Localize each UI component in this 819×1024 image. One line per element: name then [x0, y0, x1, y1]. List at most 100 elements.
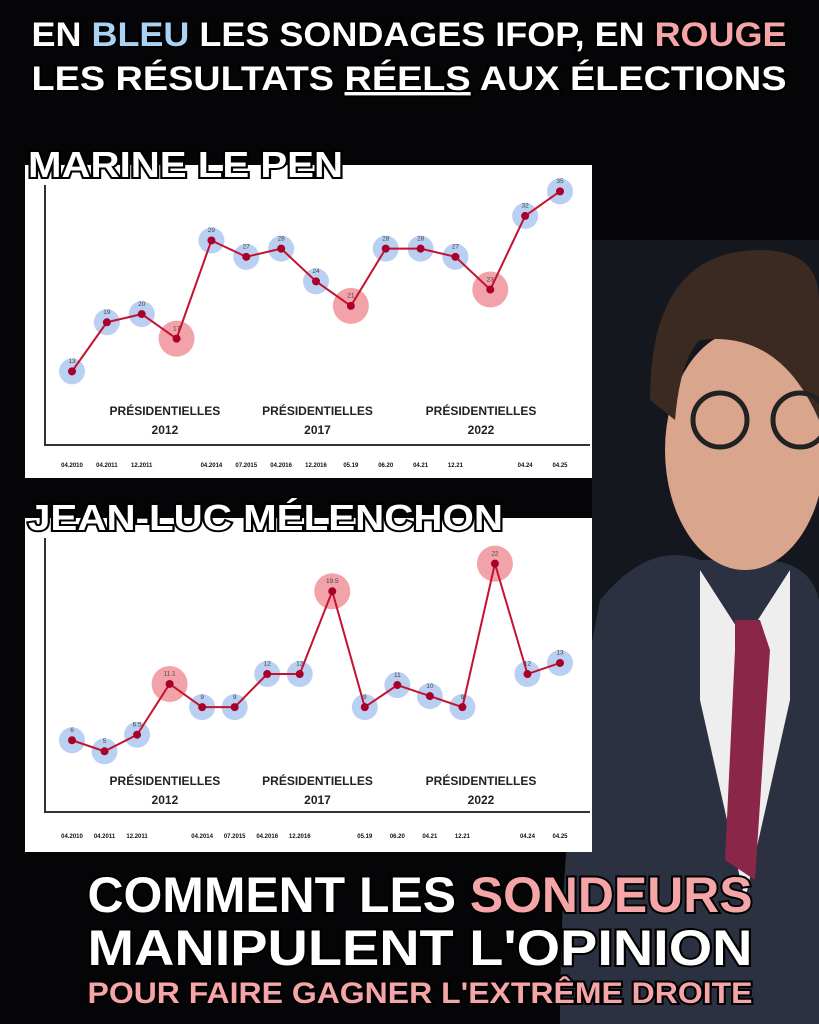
header-line: EN BLEU LES SONDAGES IFOP, EN ROUGE — [32, 16, 787, 54]
point — [277, 244, 286, 253]
x-tick-label: 12.2016 — [289, 834, 311, 840]
data-label: 20 — [138, 301, 146, 308]
charts: PRÉSIDENTIELLES2012PRÉSIDENTIELLES2017PR… — [25, 142, 592, 852]
data-label: 11 — [394, 672, 401, 679]
data-label: 6 — [70, 727, 74, 734]
point — [458, 703, 467, 712]
annotation: PRÉSIDENTIELLES — [262, 403, 373, 418]
x-tick-label: 05.19 — [343, 463, 359, 469]
data-label: 28 — [278, 235, 286, 242]
x-tick-label: 04.24 — [518, 463, 534, 469]
annotation: PRÉSIDENTIELLES — [110, 403, 221, 418]
text: ROUGE — [655, 16, 787, 54]
data-label: 9 — [200, 694, 204, 701]
x-tick-label: 04.24 — [520, 834, 536, 840]
data-label: 22 — [491, 550, 499, 557]
point — [451, 252, 460, 261]
chart-title: MARINE LE PEN — [28, 144, 343, 185]
data-label: 11.1 — [164, 671, 177, 678]
x-tick-label: 04.2016 — [256, 834, 278, 840]
data-label: 35 — [556, 178, 564, 185]
x-tick-label: 04.2014 — [191, 834, 213, 840]
x-tick-label: 04.25 — [552, 463, 568, 469]
x-tick-label: 04.2011 — [96, 463, 118, 469]
point — [490, 559, 499, 568]
text: SONDEURS — [470, 867, 753, 923]
data-label: 12 — [524, 661, 532, 668]
x-tick-label: 04.2014 — [201, 463, 223, 469]
data-label: 19.5 — [326, 578, 339, 585]
text: LES SONDAGES IFOP, EN — [189, 16, 654, 54]
point — [556, 658, 564, 667]
x-tick-label: 12.21 — [455, 834, 471, 840]
data-label: 12 — [264, 661, 272, 668]
series-line — [71, 559, 561, 753]
x-tick-label: 04.2010 — [61, 834, 83, 840]
data-label: 13 — [556, 650, 564, 657]
annotation: 2012 — [152, 423, 179, 437]
data-label: 17 — [173, 325, 181, 332]
x-tick-label: 04.2010 — [61, 463, 83, 469]
chart-title: JEAN-LUC MÉLENCHON — [28, 497, 503, 538]
point — [328, 587, 337, 596]
point — [207, 236, 216, 245]
text: LES RÉSULTATS — [32, 60, 345, 98]
x-tick-label: 12.2011 — [131, 463, 153, 469]
text: AUX ÉLECTIONS — [471, 60, 787, 98]
text: COMMENT LES — [88, 867, 470, 923]
point — [137, 310, 146, 319]
point — [486, 285, 495, 294]
data-label: 29 — [208, 227, 216, 234]
point — [523, 670, 532, 679]
x-tick-label: 04.2016 — [270, 463, 292, 469]
point — [68, 736, 76, 745]
data-label: 13 — [68, 358, 76, 365]
header-line: LES RÉSULTATS RÉELS AUX ÉLECTIONS — [32, 60, 787, 98]
point — [360, 703, 369, 712]
data-label: 27 — [243, 244, 251, 251]
point — [242, 252, 251, 261]
data-label: 21 — [347, 293, 355, 300]
x-tick-label: 06.20 — [378, 463, 394, 469]
x-tick-label: 04.2011 — [94, 834, 116, 840]
point — [295, 670, 304, 679]
point — [68, 367, 76, 376]
data-label: 28 — [417, 235, 425, 242]
x-tick-label: 05.19 — [357, 834, 373, 840]
point — [230, 703, 239, 712]
data-label: 28 — [382, 235, 390, 242]
point — [172, 334, 181, 343]
annotation: 2017 — [304, 423, 331, 437]
x-tick-label: 12.2011 — [126, 834, 148, 840]
x-tick-label: 07.2015 — [235, 463, 257, 469]
annotation: 2017 — [304, 793, 331, 807]
point — [381, 244, 390, 253]
annotation: 2022 — [468, 423, 495, 437]
footer-line: MANIPULENT L'OPINION — [88, 920, 753, 976]
point — [263, 670, 272, 679]
x-tick-label: 04.25 — [552, 834, 568, 840]
x-tick-label: 12.2016 — [305, 463, 327, 469]
x-tick-label: 04.21 — [422, 834, 438, 840]
point — [346, 301, 355, 310]
data-label: 32 — [522, 203, 530, 210]
axis — [44, 538, 590, 813]
point — [556, 187, 564, 196]
x-tick-label: 04.21 — [413, 463, 429, 469]
footer-line: POUR FAIRE GAGNER L'EXTRÊME DROITE — [88, 976, 753, 1010]
data-label: 9 — [233, 694, 237, 701]
point — [133, 730, 142, 739]
data-label: 5 — [103, 738, 107, 745]
text: EN — [32, 16, 92, 54]
data-label: 19 — [103, 309, 111, 316]
annotation: 2012 — [152, 793, 179, 807]
data-label: 12 — [296, 661, 304, 668]
point — [198, 703, 207, 712]
data-label: 24 — [312, 268, 320, 275]
data-label: 9 — [461, 694, 465, 701]
annotation: 2022 — [468, 793, 495, 807]
axis — [44, 185, 590, 446]
annotation: PRÉSIDENTIELLES — [262, 773, 373, 788]
data-label: 10 — [426, 683, 434, 690]
